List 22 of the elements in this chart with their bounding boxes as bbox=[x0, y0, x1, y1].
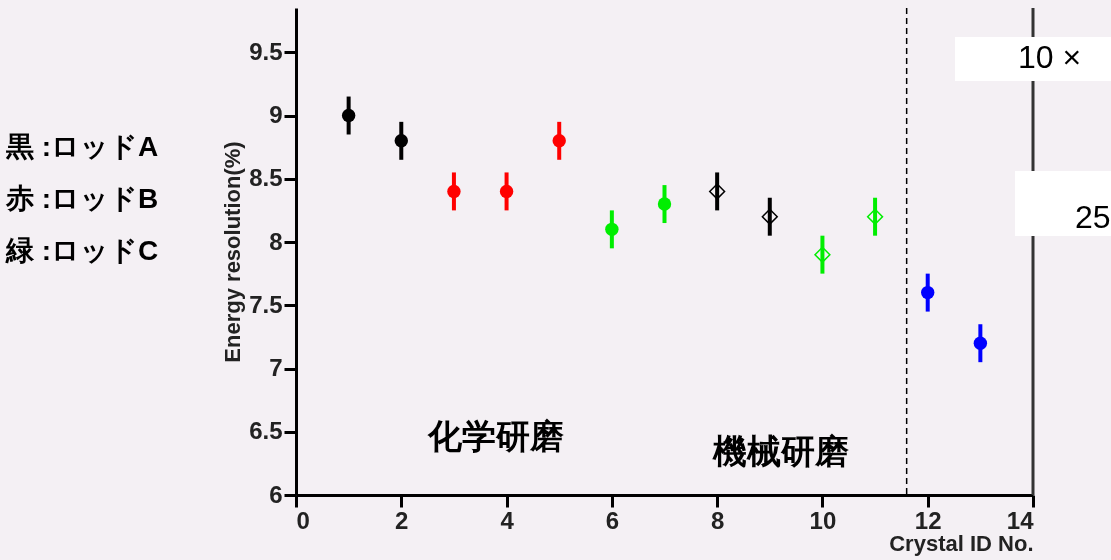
annotation: 化学研磨 bbox=[427, 417, 564, 455]
x-tick-label: 8 bbox=[710, 506, 725, 534]
text: 赤 :ロッドB bbox=[5, 183, 159, 214]
x-tick-label: 10 bbox=[809, 506, 837, 534]
y-tick-label: 7.5 bbox=[249, 290, 283, 318]
annotation: 10 × bbox=[1018, 39, 1082, 75]
y-tick-label: 6 bbox=[269, 480, 283, 508]
x-tick-label: 0 bbox=[296, 506, 310, 534]
text: 黒 :ロッドA bbox=[5, 131, 159, 162]
y-tick-label: 9.5 bbox=[249, 37, 283, 65]
x-tick-label: 4 bbox=[500, 506, 515, 534]
text: 緑 :ロッドC bbox=[5, 235, 159, 266]
y-tick-label: 9 bbox=[269, 101, 283, 129]
annotation: 機械研磨 bbox=[712, 432, 849, 470]
y-tick-label: 8 bbox=[269, 227, 283, 255]
y-tick-label: 6.5 bbox=[249, 417, 283, 445]
x-tick-label: 2 bbox=[395, 506, 409, 534]
y-tick-label: 8.5 bbox=[249, 164, 283, 192]
text: 25 bbox=[1075, 199, 1111, 235]
x-tick-label: 6 bbox=[605, 506, 620, 534]
y-tick-label: 7 bbox=[269, 354, 283, 382]
y-axis-title: Energy resolution(%) bbox=[220, 141, 246, 363]
